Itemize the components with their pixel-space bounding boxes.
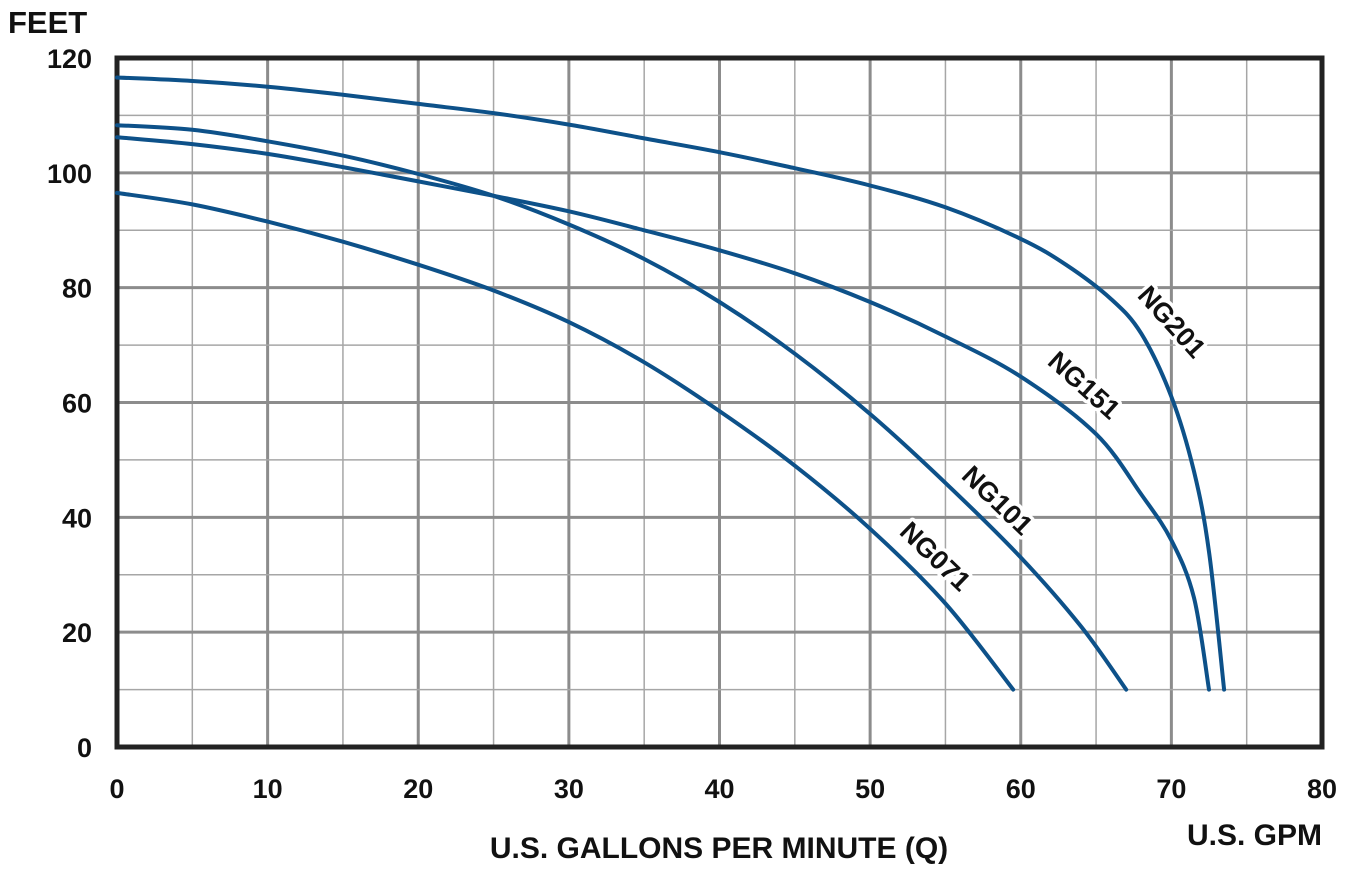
curve-label-ng071: NG071 — [894, 516, 976, 597]
x-tick-label: 80 — [1307, 774, 1337, 804]
x-tick-label: 20 — [403, 774, 433, 804]
y-tick-label: 80 — [62, 274, 92, 304]
curve-ng071 — [115, 190, 1016, 692]
y-tick-label: 0 — [77, 733, 92, 763]
x-tick-label: 70 — [1156, 774, 1186, 804]
curve-ng201 — [115, 75, 1227, 692]
x-tick-label: 10 — [253, 774, 283, 804]
x-tick-label: 30 — [554, 774, 584, 804]
x-tick-label: 50 — [855, 774, 885, 804]
y-tick-label: 20 — [62, 618, 92, 648]
curve-label-ng151: NG151 — [1042, 346, 1126, 426]
x-tick-label: 60 — [1006, 774, 1036, 804]
y-tick-label: 40 — [62, 503, 92, 533]
plot-frame — [114, 55, 1325, 750]
x-tick-label: 40 — [704, 774, 734, 804]
tick-label-layer: 0 10 20 30 40 50 60 70 80 0 20 40 60 80 100 120 — [47, 44, 1337, 804]
curve-ng151 — [115, 135, 1211, 692]
curve-label-ng101: NG101 — [956, 460, 1038, 541]
grid-layer — [114, 55, 1325, 750]
y-tick-label: 100 — [47, 159, 92, 189]
x-tick-label: 0 — [109, 774, 124, 804]
x-axis-title: U.S. GALLONS PER MINUTE (Q) — [490, 832, 948, 865]
y-tick-label: 120 — [47, 44, 92, 74]
y-tick-label: 60 — [62, 389, 92, 419]
curve-ng101 — [115, 123, 1129, 692]
y-axis-title: FEET — [8, 5, 87, 40]
curve-layer — [115, 75, 1227, 692]
x-axis-unit-label: U.S. GPM — [1187, 819, 1322, 852]
